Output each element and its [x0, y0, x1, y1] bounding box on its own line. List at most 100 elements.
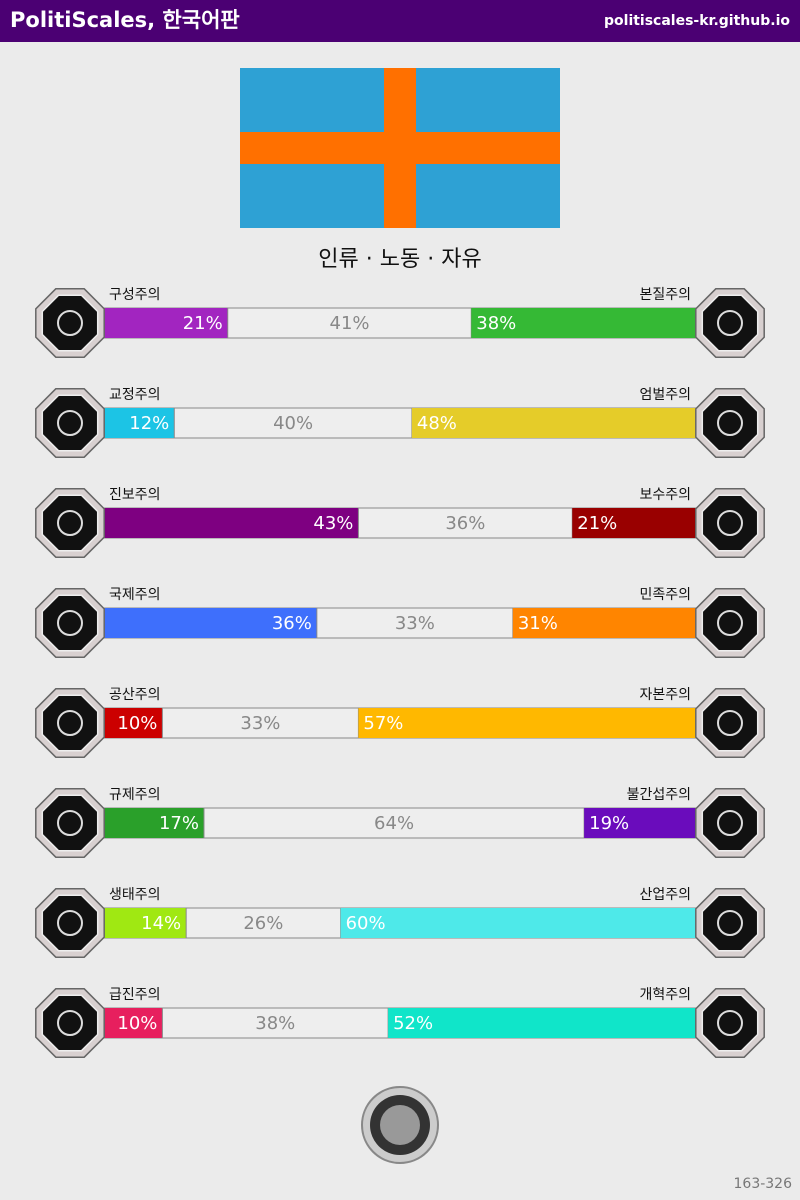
icon-face: [701, 294, 759, 352]
icon-emblem: [717, 510, 743, 536]
icon-emblem: [57, 310, 83, 336]
bar-neutral: [357, 507, 573, 539]
bar-neutral: [227, 307, 472, 339]
icon-emblem: [57, 1010, 83, 1036]
value-right: 21%: [577, 513, 617, 534]
bar-right: [584, 808, 697, 838]
value-left: 43%: [313, 513, 353, 534]
bar-neutral: [161, 707, 359, 739]
value-neutral: 41%: [330, 313, 370, 334]
label-left: 급진주의: [109, 987, 161, 1003]
bar-left: [103, 308, 228, 338]
bar-left: [103, 608, 317, 638]
bar-left: [103, 408, 175, 438]
value-neutral: 33%: [395, 613, 435, 634]
flag-cross-h: [240, 132, 560, 164]
icon-emblem: [717, 1010, 743, 1036]
label-left: 생태주의: [109, 887, 161, 903]
icon-face: [41, 694, 99, 752]
value-neutral: 64%: [374, 813, 414, 834]
value-right: 38%: [476, 313, 516, 334]
bar-neutral: [185, 907, 342, 939]
bar-right: [388, 1008, 697, 1038]
icon-emblem: [717, 610, 743, 636]
label-left: 규제주의: [109, 787, 161, 803]
label-left: 공산주의: [109, 687, 161, 703]
label-left: 국제주의: [109, 587, 161, 603]
icon-face: [701, 794, 759, 852]
icon-face: [701, 494, 759, 552]
icon-emblem: [57, 610, 83, 636]
icon-face: [701, 994, 759, 1052]
icon-face: [701, 394, 759, 452]
icon-emblem: [57, 710, 83, 736]
bar-right: [358, 708, 697, 738]
value-neutral: 38%: [255, 1013, 295, 1034]
value-left: 12%: [129, 413, 169, 434]
icon-face: [701, 894, 759, 952]
bar-right: [340, 908, 697, 938]
label-left: 진보주의: [109, 487, 161, 503]
value-left: 21%: [183, 313, 223, 334]
label-left: 교정주의: [109, 387, 161, 403]
bar-left: [103, 808, 204, 838]
footer: 163-326: [734, 1176, 793, 1192]
icon-face: [41, 294, 99, 352]
value-left: 36%: [272, 613, 312, 634]
bar-right: [471, 308, 697, 338]
label-right: 민족주의: [639, 587, 691, 603]
icon-emblem: [717, 710, 743, 736]
value-right: 52%: [393, 1013, 433, 1034]
axis-row: 10% 33% 57% 공산주의 자본주의: [35, 687, 765, 758]
axis-row: 10% 38% 52% 급진주의 개혁주의: [35, 987, 765, 1058]
label-right: 엄벌주의: [639, 387, 691, 403]
value-right: 48%: [417, 413, 457, 434]
value-left: 10%: [117, 713, 157, 734]
icon-emblem: [57, 510, 83, 536]
header-title: PolitiScales, 한국어판: [10, 8, 240, 32]
icon-emblem: [717, 410, 743, 436]
label-right: 개혁주의: [639, 987, 691, 1003]
icon-face: [41, 394, 99, 452]
value-neutral: 36%: [445, 513, 485, 534]
value-right: 19%: [589, 813, 629, 834]
bar-neutral: [161, 1007, 389, 1039]
bar-left: [103, 908, 187, 938]
axis-row: 17% 64% 19% 규제주의 불간섭주의: [35, 787, 765, 858]
bar-left: [103, 508, 359, 538]
icon-face: [41, 994, 99, 1052]
value-right: 57%: [363, 713, 403, 734]
axis-row: 14% 26% 60% 생태주의 산업주의: [35, 887, 765, 958]
icon-emblem: [717, 910, 743, 936]
axes: 21% 41% 38% 구성주의 본질주의 12% 40% 48% 교정주의 엄벌주의 43% 36%…: [35, 287, 765, 1058]
bar-left: [103, 1008, 163, 1038]
axis-row: 12% 40% 48% 교정주의 엄벌주의: [35, 387, 765, 458]
header-bar: [0, 0, 800, 42]
label-left: 구성주의: [109, 287, 161, 303]
value-left: 10%: [117, 1013, 157, 1034]
value-right: 31%: [518, 613, 558, 634]
label-right: 본질주의: [639, 287, 691, 303]
bar-left: [103, 708, 163, 738]
header-url: politiscales-kr.github.io: [604, 13, 790, 29]
icon-emblem: [717, 810, 743, 836]
bar-right: [411, 408, 697, 438]
label-right: 산업주의: [639, 887, 691, 903]
axis-row: 43% 36% 21% 진보주의 보수주의: [35, 487, 765, 558]
value-right: 60%: [346, 913, 386, 934]
axis-row: 36% 33% 31% 국제주의 민족주의: [35, 587, 765, 658]
label-right: 불간섭주의: [627, 787, 691, 803]
icon-face: [701, 594, 759, 652]
seal: [361, 1086, 439, 1164]
bar-neutral: [173, 407, 413, 439]
icon-emblem: [57, 910, 83, 936]
value-left: 17%: [159, 813, 199, 834]
icon-face: [41, 494, 99, 552]
value-neutral: 33%: [240, 713, 280, 734]
axis-row: 21% 41% 38% 구성주의 본질주의: [35, 287, 765, 358]
value-left: 14%: [141, 913, 181, 934]
icon-emblem: [57, 410, 83, 436]
icon-face: [41, 794, 99, 852]
value-neutral: 40%: [273, 413, 313, 434]
